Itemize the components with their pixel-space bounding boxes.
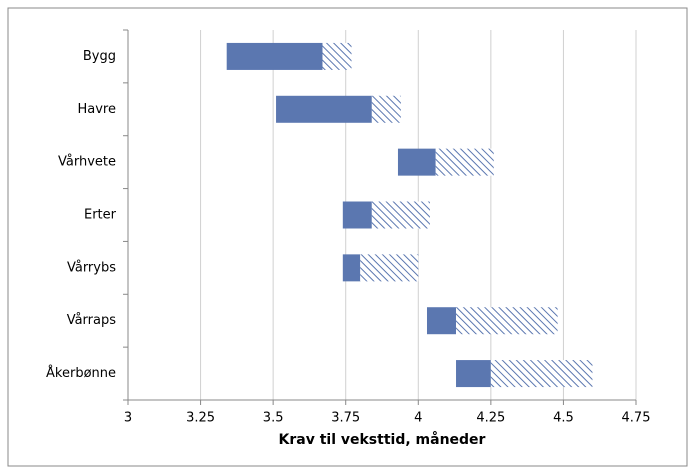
bar-segment xyxy=(128,96,276,123)
y-tick-label: Erter xyxy=(84,208,117,223)
bar-segment xyxy=(490,360,593,388)
bar-segment xyxy=(128,202,343,229)
bar-segment xyxy=(128,360,456,387)
bar-segment xyxy=(360,254,419,282)
x-tick-label: 3.25 xyxy=(186,411,215,426)
bar-segment xyxy=(128,254,343,281)
y-tick-label: Havre xyxy=(78,102,117,117)
bar-segment xyxy=(456,307,558,335)
x-tick-label: 4.5 xyxy=(553,411,574,426)
bar-segment xyxy=(128,149,398,176)
bar-segment xyxy=(371,95,401,123)
bar-segment xyxy=(226,42,323,70)
y-tick-label: Vårhvete xyxy=(58,155,116,170)
x-axis-title: Krav til veksttid, måneder xyxy=(279,431,486,448)
bar-segment xyxy=(456,360,491,388)
x-tick-label: 4.25 xyxy=(476,411,505,426)
y-tick-label: Vårraps xyxy=(67,313,117,328)
y-tick-label: Bygg xyxy=(83,49,116,64)
y-tick-label: Vårrybs xyxy=(67,260,116,275)
bar-segment xyxy=(342,254,361,282)
x-tick-label: 3.75 xyxy=(331,411,360,426)
frame xyxy=(7,7,688,467)
bar-segment xyxy=(426,307,457,335)
bar-segment xyxy=(397,148,436,176)
x-tick-label: 4 xyxy=(414,411,422,426)
x-tick-label: 4.75 xyxy=(622,411,651,426)
bar-segment xyxy=(322,42,352,70)
bar-segment xyxy=(128,307,427,334)
x-tick-label: 3.5 xyxy=(263,411,284,426)
y-tick-label: Åkerbønne xyxy=(46,365,116,381)
bar-segment xyxy=(435,148,494,176)
bar-segment xyxy=(371,201,430,229)
bar-segment xyxy=(128,43,227,70)
bar-segment xyxy=(342,201,372,229)
bar-segment xyxy=(276,95,372,123)
x-tick-label: 3 xyxy=(124,411,132,426)
